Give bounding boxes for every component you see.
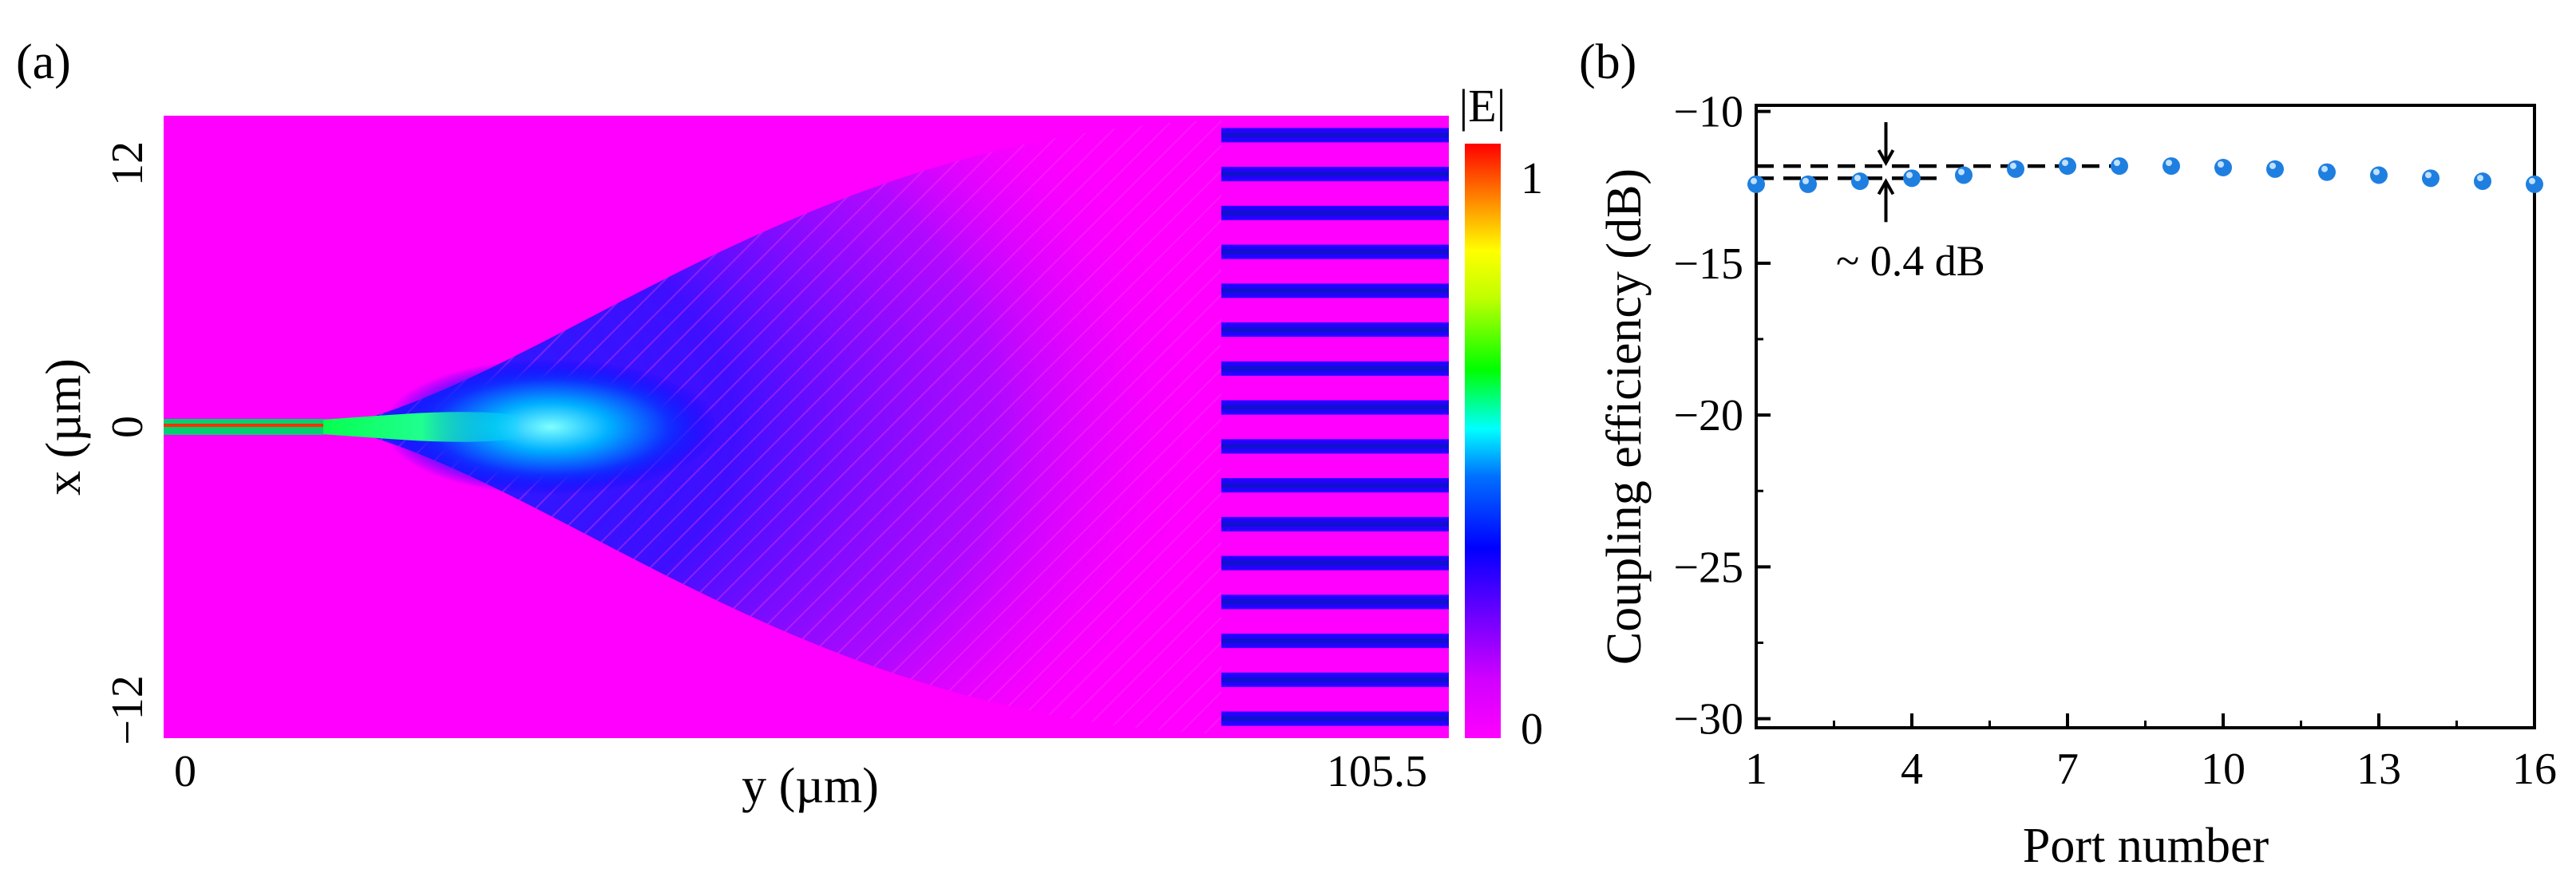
panel-b-xlabel: Port number xyxy=(2023,819,2269,873)
data-point-port-12 xyxy=(2318,163,2336,181)
output-port-core-14 xyxy=(1221,638,1449,644)
x-tick-label-13: 13 xyxy=(2356,745,2401,794)
output-port-core-2 xyxy=(1221,172,1449,177)
colorbar-max-label: 1 xyxy=(1521,154,1543,203)
output-port-core-4 xyxy=(1221,249,1449,255)
data-point-port-10 xyxy=(2214,159,2232,176)
data-point-highlight xyxy=(2425,172,2432,179)
panel-a-label: (a) xyxy=(16,35,71,89)
beam-focus xyxy=(383,359,718,495)
y-tick-label-−20: −20 xyxy=(1673,391,1743,440)
data-point-port-2 xyxy=(1799,175,1817,193)
data-point-port-14 xyxy=(2422,169,2439,188)
y-tick-label-12: 12 xyxy=(103,141,152,186)
panel-b-ylabel: Coupling efficiency (dB) xyxy=(1597,168,1652,665)
colorbar-title: |E| xyxy=(1459,80,1506,132)
y-tick-label-−15: −15 xyxy=(1673,239,1743,289)
data-point-highlight xyxy=(1751,177,1757,184)
data-point-highlight xyxy=(1906,172,1913,179)
output-port-array xyxy=(1221,128,1449,726)
output-port-core-5 xyxy=(1221,288,1449,294)
x-tick-label-16: 16 xyxy=(2512,745,2557,794)
data-point-port-4 xyxy=(1903,169,1921,188)
output-port-core-15 xyxy=(1221,677,1449,682)
input-waveguide-core xyxy=(164,424,323,427)
panel-a-xlabel: y (µm) xyxy=(742,759,879,813)
output-port-core-6 xyxy=(1221,327,1449,333)
arrow-up-head xyxy=(1877,178,1895,196)
range-annotation-label: ~ 0.4 dB xyxy=(1836,237,1985,285)
data-point-port-3 xyxy=(1851,172,1869,191)
y-tick-label-0: 0 xyxy=(103,416,152,438)
data-point-highlight xyxy=(2477,175,2483,182)
data-point-highlight xyxy=(2269,162,2276,169)
data-point-highlight xyxy=(2062,160,2068,167)
x-tick-label-7: 7 xyxy=(2056,745,2079,794)
axis-ticks: 1 4 7 10 13 16 −10 −15 −20 −25 −30 xyxy=(1673,88,2557,794)
data-point-port-9 xyxy=(2162,157,2180,176)
data-point-port-6 xyxy=(2007,160,2024,178)
range-annotation xyxy=(1877,122,1895,223)
data-point-highlight xyxy=(2114,160,2120,167)
y-tick-label-−30: −30 xyxy=(1673,695,1743,745)
data-point-highlight xyxy=(2321,165,2328,172)
colorbar: |E| 1 0 xyxy=(1459,80,1543,754)
output-port-core-3 xyxy=(1221,210,1449,215)
y-tick-label-neg12: −12 xyxy=(103,675,152,745)
data-point-highlight xyxy=(2166,160,2172,167)
data-point-port-13 xyxy=(2370,166,2388,184)
reference-lines xyxy=(1756,164,2135,180)
data-point-port-5 xyxy=(1955,166,1973,184)
data-point-highlight xyxy=(1958,168,1965,176)
data-point-highlight xyxy=(1802,177,1809,184)
x-tick-label-105-5: 105.5 xyxy=(1327,747,1427,796)
x-tick-label-0: 0 xyxy=(174,747,196,796)
panel-a: (a) |E| 1 0 12 0 −12 x (µm) 0 xyxy=(16,35,1543,813)
data-point-highlight xyxy=(2218,161,2224,168)
output-port-core-16 xyxy=(1221,716,1449,721)
output-port-core-10 xyxy=(1221,483,1449,488)
data-point-highlight xyxy=(2529,177,2535,184)
output-port-core-8 xyxy=(1221,405,1449,410)
output-port-core-1 xyxy=(1221,132,1449,138)
plot-frame xyxy=(1755,104,2536,729)
data-point-highlight xyxy=(2010,162,2016,169)
x-tick-label-10: 10 xyxy=(2201,745,2246,794)
y-tick-label-−25: −25 xyxy=(1673,543,1743,592)
data-points xyxy=(1747,157,2543,193)
output-port-core-12 xyxy=(1221,560,1449,566)
data-point-port-1 xyxy=(1747,175,1765,193)
x-tick-label-4: 4 xyxy=(1901,745,1923,794)
panel-b: (b) 1 4 7 10 13 16 −10 −15 −20 −25 −30 ~ 0.4 dB Po… xyxy=(1579,35,2557,873)
colorbar-min-label: 0 xyxy=(1521,705,1543,754)
x-tick-label-1: 1 xyxy=(1745,745,1767,794)
data-point-port-15 xyxy=(2474,172,2491,191)
data-point-port-8 xyxy=(2111,157,2128,176)
interference-pattern xyxy=(335,120,1221,734)
colorbar-gradient xyxy=(1465,144,1501,738)
panel-b-label: (b) xyxy=(1579,35,1636,89)
output-port-core-13 xyxy=(1221,599,1449,605)
data-point-port-7 xyxy=(2059,157,2076,176)
output-port-core-7 xyxy=(1221,365,1449,371)
arrow-down-head xyxy=(1877,149,1895,167)
field-map xyxy=(164,116,1449,738)
data-point-port-16 xyxy=(2526,175,2543,193)
output-port-core-9 xyxy=(1221,444,1449,449)
input-taper xyxy=(303,412,519,442)
y-tick-label-−10: −10 xyxy=(1673,88,1743,137)
data-point-highlight xyxy=(1854,175,1861,182)
data-point-highlight xyxy=(2373,168,2380,176)
output-port-core-11 xyxy=(1221,521,1449,527)
panel-a-ylabel: x (µm) xyxy=(37,358,91,496)
data-point-port-11 xyxy=(2266,160,2284,178)
